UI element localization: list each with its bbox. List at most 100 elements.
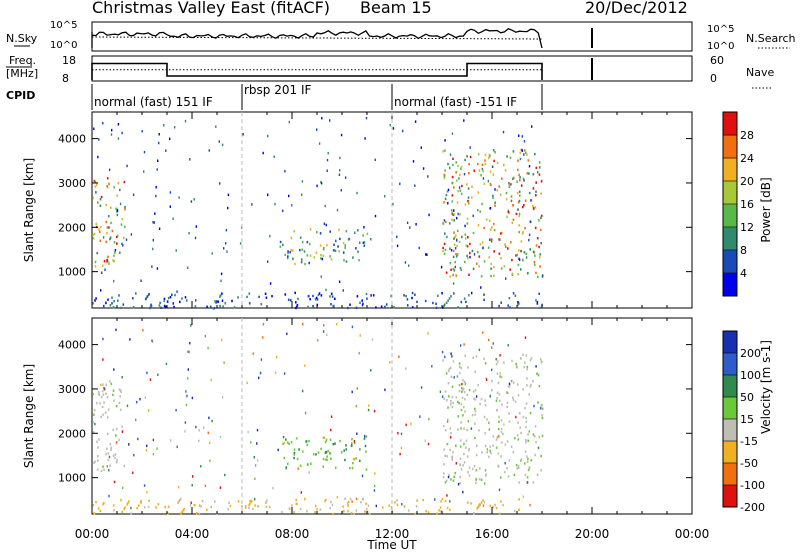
range-gate-cell — [454, 471, 457, 475]
noise-cell — [151, 265, 153, 268]
range-gate-cell — [524, 462, 526, 465]
noise-cell — [247, 430, 249, 434]
noise-cell — [172, 217, 174, 220]
range-gate-cell — [498, 252, 501, 255]
colorbar-swatch — [723, 353, 737, 376]
noise-cell — [108, 455, 111, 459]
range-gate-cell — [459, 365, 461, 368]
range-gate-cell — [449, 262, 452, 265]
range-gate-cell — [453, 231, 455, 234]
noise-cell — [219, 182, 221, 185]
range-gate-cell — [103, 401, 105, 404]
range-gate-cell — [477, 505, 480, 509]
noise-cell — [455, 462, 457, 465]
range-gate-cell — [123, 180, 126, 184]
range-gate-cell — [334, 466, 337, 469]
range-gate-cell — [112, 259, 114, 262]
range-gate-cell — [477, 162, 479, 166]
range-gate-cell — [526, 365, 529, 369]
range-gate-cell — [101, 264, 104, 267]
range-gate-cell — [231, 299, 233, 303]
range-gate-cell — [94, 265, 97, 268]
noise-cell — [324, 204, 326, 208]
range-gate-cell — [538, 245, 540, 249]
noise-cell — [425, 253, 427, 256]
range-gate-cell — [449, 275, 451, 278]
cpid-segment-3: normal (fast) -151 IF — [394, 95, 517, 109]
range-gate-cell — [416, 300, 418, 304]
range-gate-cell — [503, 265, 506, 268]
range-gate-cell — [198, 512, 201, 516]
noise-cell — [469, 146, 471, 149]
range-gate-cell — [524, 361, 526, 364]
noise-cell — [300, 491, 302, 494]
range-gate-cell — [463, 452, 465, 456]
noise-cell — [397, 431, 399, 435]
range-gate-cell — [107, 452, 110, 455]
range-gate-cell — [109, 464, 111, 467]
noise-cell — [189, 341, 191, 345]
range-gate-cell — [476, 262, 478, 265]
range-gate-cell — [457, 306, 459, 309]
range-gate-cell — [112, 504, 115, 507]
range-gate-cell — [353, 512, 355, 516]
range-gate-cell — [507, 475, 510, 478]
colorbar-tick-label: 200 — [740, 347, 761, 360]
range-gate-cell — [325, 458, 327, 461]
range-gate-cell — [533, 261, 536, 264]
noise-cell — [208, 149, 210, 152]
x-axis-title: Time UT — [366, 538, 417, 552]
range-gate-cell — [528, 466, 531, 469]
range-gate-cell — [456, 375, 459, 378]
range-gate-cell — [369, 512, 371, 516]
range-gate-cell — [380, 305, 383, 308]
range-gate-cell — [181, 297, 183, 300]
range-gate-cell — [512, 176, 515, 180]
range-gate-cell — [452, 255, 455, 259]
noise-cell — [262, 336, 264, 339]
range-gate-cell — [500, 419, 503, 422]
range-gate-cell — [501, 231, 503, 235]
range-gate-cell — [483, 415, 486, 419]
colorbar-swatch — [723, 204, 737, 228]
range-gate-cell — [522, 415, 525, 419]
noise-cell — [521, 149, 523, 152]
range-gate-cell — [479, 243, 482, 246]
noise-cell — [308, 471, 310, 474]
range-gate-cell — [116, 242, 118, 245]
noise-cell — [159, 301, 161, 305]
noise-cell — [362, 302, 364, 305]
range-gate-cell — [345, 260, 348, 263]
noise-cell — [487, 179, 489, 183]
noise-cell — [98, 138, 100, 141]
noise-cell — [113, 480, 116, 484]
range-gate-cell — [447, 299, 449, 302]
range-gate-cell — [524, 226, 526, 230]
noise-cell — [137, 437, 139, 441]
range-gate-cell — [122, 303, 125, 306]
range-gate-cell — [467, 256, 469, 260]
range-gate-cell — [97, 459, 99, 462]
noise-cell — [130, 233, 133, 236]
range-gate-cell — [290, 248, 292, 252]
range-gate-cell — [282, 243, 284, 247]
range-gate-cell — [109, 304, 112, 307]
range-gate-cell — [537, 401, 539, 404]
noise-cell — [406, 221, 409, 224]
range-gate-cell — [519, 151, 522, 154]
range-gate-cell — [509, 241, 512, 244]
range-gate-cell — [97, 201, 99, 204]
range-gate-cell — [174, 293, 176, 297]
colorbar-tick-label: -100 — [740, 479, 765, 492]
noise-cell — [187, 350, 189, 353]
range-gate-cell — [112, 393, 114, 397]
range-gate-cell — [484, 362, 487, 365]
noise-cell — [439, 390, 442, 394]
range-gate-cell — [516, 364, 518, 368]
range-gate-cell — [467, 187, 470, 190]
noise-cell — [504, 462, 506, 465]
noise-cell — [302, 389, 304, 393]
noise-cell — [320, 180, 322, 184]
range-gate-cell — [356, 295, 359, 298]
